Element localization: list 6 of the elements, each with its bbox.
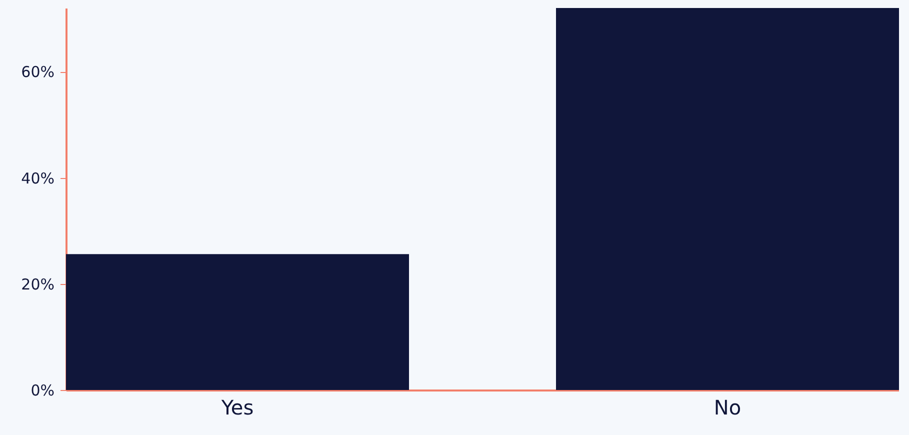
y-tick-label: 0% bbox=[30, 382, 54, 400]
y-tick-label: 60% bbox=[21, 63, 54, 82]
y-tick-label: 40% bbox=[21, 169, 54, 188]
x-tick-label: Yes bbox=[220, 396, 254, 420]
x-tick-label: No bbox=[714, 396, 742, 420]
y-tick-label: 20% bbox=[21, 275, 54, 294]
